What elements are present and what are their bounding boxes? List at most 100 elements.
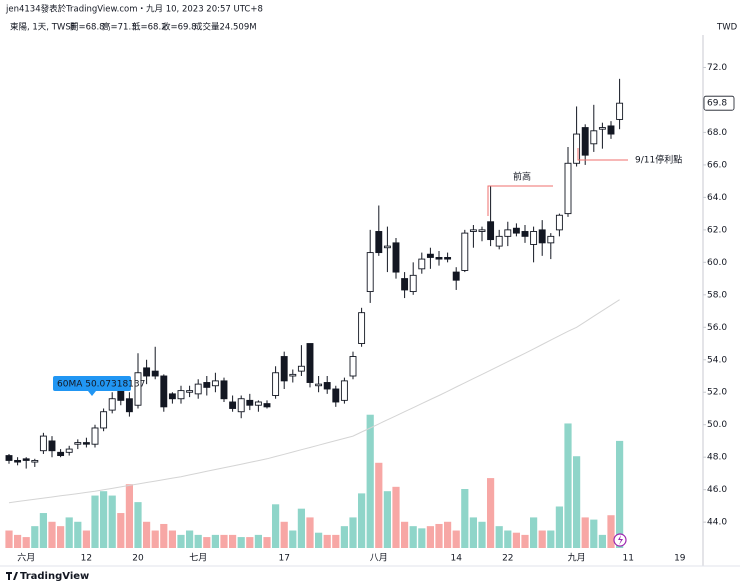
volume-indicator-icon [613, 533, 627, 547]
candle-body [22, 458, 30, 461]
candle-body [82, 442, 90, 445]
candle-body [289, 373, 297, 377]
footer-brand: TradingView [20, 571, 89, 582]
candle-body [573, 133, 581, 164]
ma-label-box [53, 376, 131, 391]
candle-body [461, 232, 469, 271]
annotation-text: 前高 [513, 171, 531, 183]
candle-body [91, 427, 99, 445]
candle-body [134, 372, 142, 406]
volume-bar [418, 528, 426, 548]
volume-bar [125, 484, 133, 548]
candle-body [100, 411, 108, 429]
volume-bar [564, 423, 572, 548]
volume-bar [143, 521, 151, 548]
candle-body [168, 393, 176, 400]
volume-bar [14, 534, 22, 548]
x-tick-label: 六月 [17, 552, 35, 564]
volume-bar [246, 537, 254, 548]
candle-body [254, 401, 262, 406]
x-tick-label: 19 [674, 554, 686, 564]
last-price-box [703, 95, 735, 111]
candle-body [143, 367, 151, 377]
candle-body [229, 401, 237, 409]
volume-bar [211, 534, 219, 548]
candle-body [14, 459, 22, 463]
volume-bar [272, 504, 280, 548]
volume-bar [289, 530, 297, 548]
volume-bar [521, 534, 529, 548]
y-tick-label: 66.0 [707, 160, 727, 170]
volume-bar [108, 495, 116, 548]
volume-bar [82, 530, 90, 548]
candle-body [65, 448, 73, 453]
candle-body [306, 343, 314, 383]
y-tick-label: 68.0 [707, 128, 727, 138]
volume-bar [74, 521, 82, 548]
volume-bar [48, 521, 56, 548]
y-tick-label: 46.0 [707, 485, 727, 495]
candle-body [177, 390, 185, 400]
x-tick-label: 17 [278, 554, 289, 564]
annotation-line [577, 148, 628, 161]
volume-bar [538, 530, 546, 548]
volume-bar [478, 521, 486, 548]
candle-body [564, 162, 572, 215]
candle-body [375, 231, 383, 254]
x-tick-label: 七月 [189, 553, 207, 564]
candle-body [297, 365, 305, 372]
candle-body [272, 372, 280, 396]
volume-bar [91, 495, 99, 548]
candle-body [263, 403, 271, 408]
volume-bar [461, 489, 469, 548]
candle-body [160, 375, 168, 408]
ma-line [8, 299, 620, 504]
candle-body [478, 229, 486, 232]
symbol: 東陽, 1天, TWSE [10, 22, 76, 33]
y-tick-label: 60.0 [707, 258, 727, 268]
volume-bar [366, 414, 374, 548]
candle-body [237, 398, 245, 413]
volume-bar [349, 517, 357, 548]
volume-bar [254, 534, 262, 548]
x-tick-label: 20 [132, 554, 144, 564]
volume-bar [22, 537, 30, 548]
candle-body [280, 356, 288, 382]
volume-bar [237, 537, 245, 548]
candle-body [57, 451, 65, 457]
candle-body [469, 229, 477, 232]
volume-bar [530, 517, 538, 548]
volume-bar [31, 526, 39, 548]
x-tick-label: 九月 [568, 553, 586, 564]
volume-bar [375, 462, 383, 548]
volume-bar [57, 526, 65, 548]
high-label: 高=71.3 [102, 22, 137, 33]
volume-bar [504, 530, 512, 548]
candle-body [246, 399, 254, 406]
candle-body [5, 455, 13, 461]
volume-bar [444, 521, 452, 548]
volume-bar [168, 530, 176, 548]
volume-bar [573, 456, 581, 548]
candle-body [340, 380, 348, 401]
y-tick-label: 44.0 [707, 518, 727, 528]
candle-body [547, 235, 555, 244]
volume-bar [39, 513, 47, 548]
candle-body [581, 127, 589, 156]
y-tick-label: 54.0 [707, 355, 727, 365]
open-label: 開=68.8 [70, 23, 105, 33]
volume-bar [452, 530, 460, 548]
volume-bar [203, 537, 211, 548]
candle-body [74, 442, 82, 445]
volume-bar [487, 478, 495, 548]
volume-bar [297, 508, 305, 548]
close-label: 收=69.8 [162, 22, 197, 33]
candle-body [521, 231, 529, 237]
candle-body [48, 440, 56, 452]
candle-body [39, 435, 47, 452]
footer-logo [6, 572, 18, 580]
low-label: 低=68.2 [132, 22, 167, 33]
volume-bar [186, 530, 194, 548]
volume-bar [263, 537, 271, 548]
last-price-label: 69.8 [707, 99, 727, 109]
